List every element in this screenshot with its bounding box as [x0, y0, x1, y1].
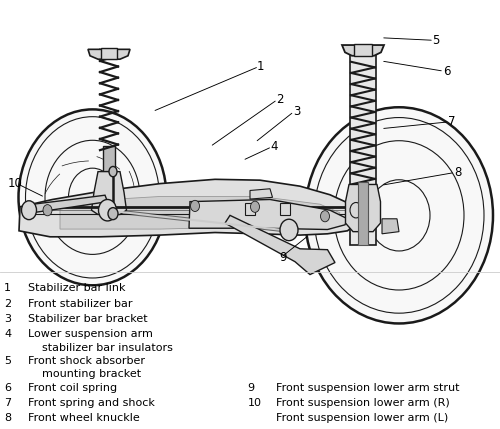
Text: 2: 2 [4, 299, 11, 308]
Bar [354, 44, 372, 56]
Text: 8: 8 [4, 414, 11, 423]
Text: 10: 10 [8, 177, 22, 190]
Polygon shape [60, 196, 340, 229]
Bar [245, 203, 255, 215]
Text: 8: 8 [454, 166, 461, 179]
Polygon shape [88, 49, 130, 59]
Text: 1: 1 [4, 283, 11, 293]
Text: Front coil spring: Front coil spring [28, 383, 117, 393]
Polygon shape [19, 179, 359, 237]
Text: 1: 1 [256, 60, 264, 73]
Ellipse shape [190, 200, 200, 211]
Bar [105, 171, 113, 189]
Text: 6: 6 [443, 65, 450, 78]
Bar [101, 48, 117, 59]
Text: 6: 6 [4, 383, 11, 393]
Polygon shape [26, 195, 108, 214]
Text: 3: 3 [293, 105, 300, 118]
Text: Stabilizer bar link: Stabilizer bar link [28, 283, 126, 293]
Text: mounting bracket: mounting bracket [28, 369, 141, 379]
Text: Front shock absorber: Front shock absorber [28, 356, 145, 366]
Text: 9: 9 [279, 251, 287, 264]
Text: Front spring and shock: Front spring and shock [28, 398, 155, 408]
Text: 7: 7 [4, 398, 11, 408]
Ellipse shape [22, 201, 36, 220]
Text: 3: 3 [4, 314, 11, 324]
Polygon shape [342, 45, 384, 56]
Ellipse shape [108, 208, 118, 220]
Polygon shape [382, 219, 399, 234]
Ellipse shape [109, 166, 117, 177]
Text: 9: 9 [248, 383, 254, 393]
Ellipse shape [350, 202, 362, 218]
Bar [103, 146, 115, 172]
Text: Front suspension lower arm (L): Front suspension lower arm (L) [276, 414, 449, 423]
Text: 7: 7 [448, 115, 455, 128]
Text: 4: 4 [4, 329, 11, 339]
Text: 4: 4 [270, 140, 278, 153]
Text: Stabilizer bar bracket: Stabilizer bar bracket [28, 314, 148, 324]
Text: Front wheel knuckle: Front wheel knuckle [28, 414, 140, 423]
Bar [350, 47, 376, 245]
Text: Front suspension lower arm (R): Front suspension lower arm (R) [276, 398, 450, 408]
Text: 10: 10 [248, 398, 262, 408]
Ellipse shape [98, 199, 116, 221]
Text: 5: 5 [4, 356, 11, 366]
Polygon shape [346, 184, 380, 232]
Polygon shape [225, 215, 335, 275]
Text: stabilizer bar insulators: stabilizer bar insulators [28, 343, 173, 353]
Text: 2: 2 [276, 93, 284, 106]
Ellipse shape [43, 205, 52, 216]
Ellipse shape [250, 201, 260, 212]
Ellipse shape [18, 109, 167, 285]
Text: 5: 5 [432, 34, 440, 47]
Ellipse shape [305, 107, 493, 323]
Text: Lower suspension arm: Lower suspension arm [28, 329, 153, 339]
Polygon shape [189, 199, 348, 230]
Text: Front suspension lower arm strut: Front suspension lower arm strut [276, 383, 460, 393]
Polygon shape [92, 172, 126, 214]
Text: Front stabilizer bar: Front stabilizer bar [28, 299, 132, 308]
Polygon shape [250, 189, 272, 199]
Ellipse shape [280, 219, 298, 241]
Bar [358, 182, 368, 245]
Bar [280, 203, 290, 215]
Ellipse shape [320, 211, 330, 222]
